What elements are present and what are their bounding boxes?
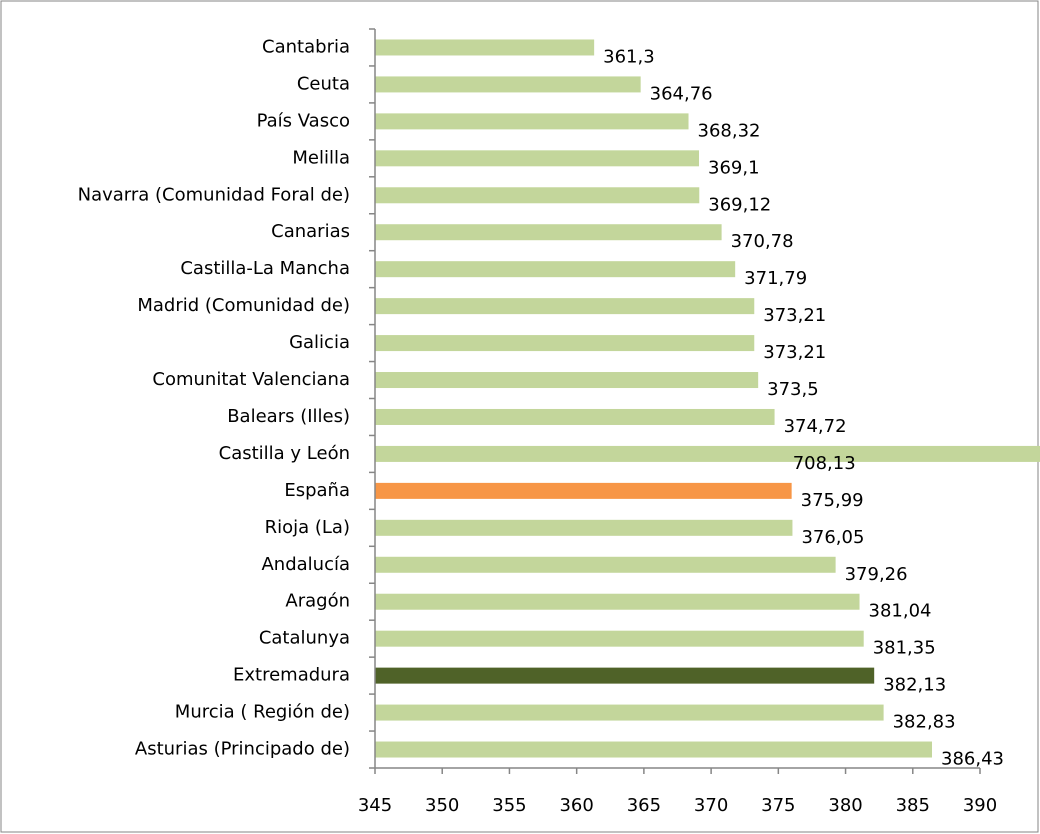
category-label: Canarias: [271, 221, 350, 242]
x-tick-label: 345: [358, 795, 392, 816]
category-label: España: [284, 480, 350, 501]
bar: [375, 408, 775, 425]
category-label: Madrid (Comunidad de): [137, 295, 350, 316]
x-tick-label: 355: [492, 795, 526, 816]
x-tick-label: 360: [559, 795, 593, 816]
bar: [375, 298, 755, 315]
value-label: 386,43: [941, 749, 1004, 770]
bar: [375, 704, 884, 721]
category-label: Andalucía: [261, 554, 350, 575]
category-label: Castilla-La Mancha: [180, 258, 350, 279]
x-tick-label: 370: [694, 795, 728, 816]
category-label: Galicia: [289, 332, 350, 353]
value-label: 371,79: [744, 268, 807, 289]
value-label: 382,83: [893, 712, 956, 733]
value-label: 375,99: [801, 490, 864, 511]
x-tick-label: 365: [627, 795, 661, 816]
bar: [375, 261, 736, 278]
bar: [375, 335, 755, 352]
value-label: 373,21: [763, 342, 826, 363]
value-label: 368,32: [698, 120, 761, 141]
category-label: Murcia ( Región de): [175, 702, 350, 723]
category-label: Melilla: [292, 147, 350, 168]
bar: [375, 630, 864, 647]
category-label: Ceuta: [297, 73, 350, 94]
category-label: País Vasco: [257, 110, 350, 131]
value-label: 376,05: [801, 527, 864, 548]
x-tick-label: 350: [425, 795, 459, 816]
x-tick-label: 385: [896, 795, 930, 816]
value-label: 373,5: [767, 379, 819, 400]
bar: [375, 39, 595, 56]
category-label: Castilla y León: [219, 443, 350, 464]
bar: [375, 76, 641, 93]
x-tick-label: 380: [828, 795, 862, 816]
value-label: 361,3: [603, 46, 655, 67]
category-label: Comunitat Valenciana: [152, 369, 350, 390]
category-label: Balears (Illes): [227, 406, 350, 427]
bar: [375, 741, 933, 758]
bar: [375, 482, 792, 499]
bar: [375, 372, 759, 389]
bar: [375, 224, 722, 241]
value-label: 379,26: [845, 564, 908, 585]
category-label: Aragón: [285, 591, 350, 612]
bar: [375, 556, 836, 573]
bar: [375, 150, 700, 167]
x-tick-label: 375: [761, 795, 795, 816]
value-label: 370,78: [731, 231, 794, 252]
value-label: 381,35: [873, 638, 936, 659]
plot-area: [375, 39, 1040, 758]
bar: [375, 593, 860, 610]
category-label: Rioja (La): [265, 517, 350, 538]
category-label: Cantabria: [262, 36, 350, 57]
category-label: Navarra (Comunidad Foral de): [78, 184, 350, 205]
value-label: 374,72: [784, 416, 847, 437]
category-label: Catalunya: [259, 628, 350, 649]
bar: [375, 445, 1040, 462]
category-label: Extremadura: [233, 665, 350, 686]
bar: [375, 667, 875, 684]
bar: [375, 519, 793, 536]
value-label: 382,13: [883, 675, 946, 696]
value-label: 708,13: [793, 453, 856, 474]
value-label: 369,1: [708, 157, 760, 178]
x-tick-label: 390: [963, 795, 997, 816]
bar: [375, 187, 700, 204]
category-label: Asturias (Principado de): [135, 739, 350, 760]
value-label: 381,04: [869, 601, 932, 622]
value-label: 373,21: [763, 305, 826, 326]
value-label: 369,12: [708, 194, 771, 215]
value-label: 364,76: [650, 83, 713, 104]
bar: [375, 113, 689, 130]
